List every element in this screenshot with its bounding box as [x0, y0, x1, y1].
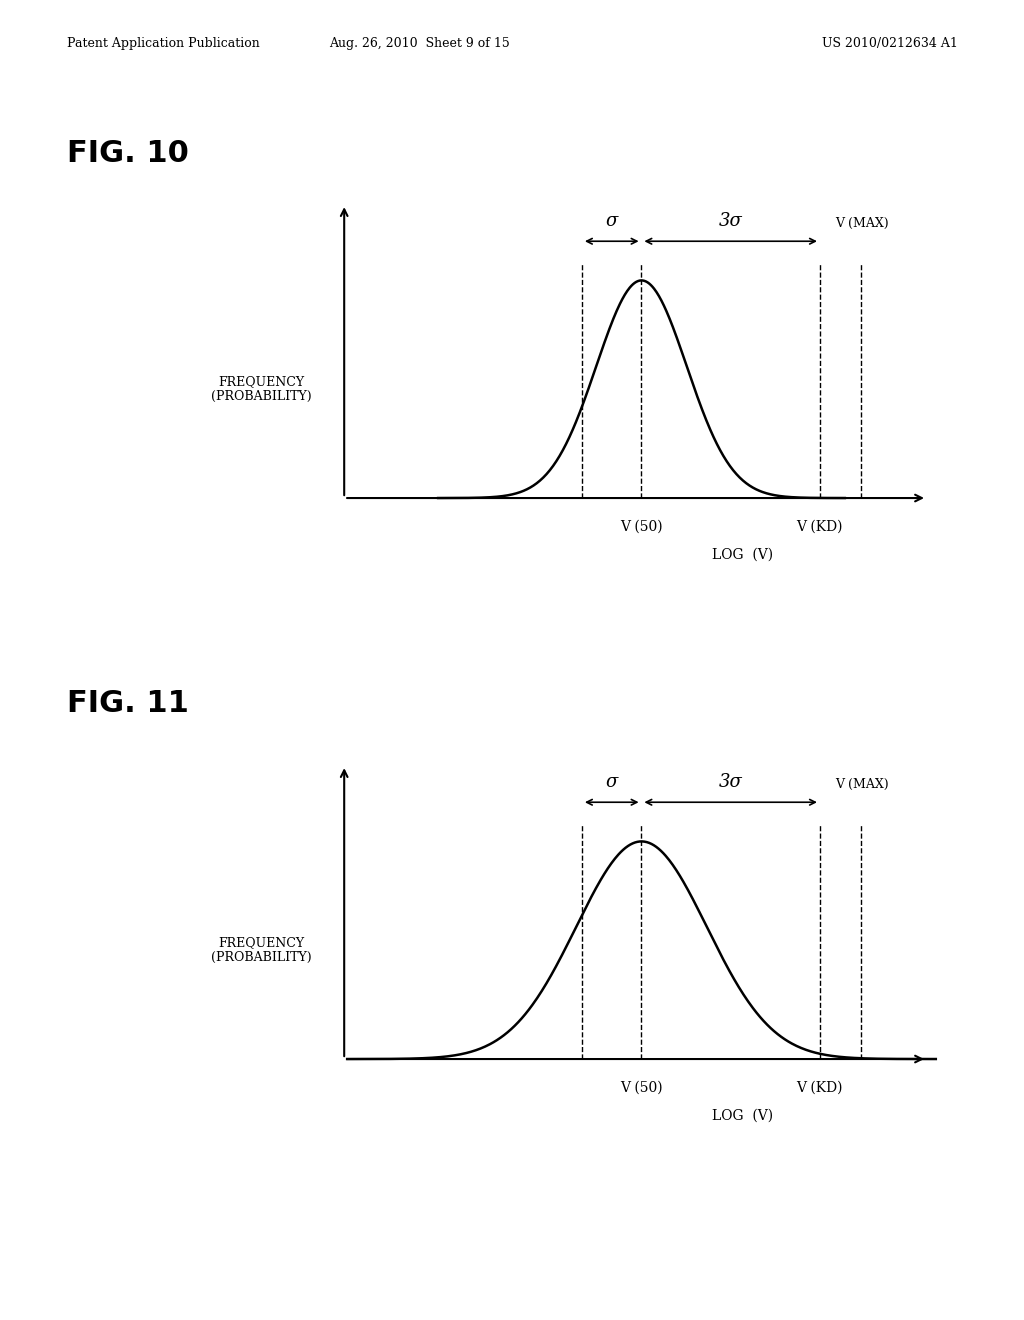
- Text: FREQUENCY
(PROBABILITY): FREQUENCY (PROBABILITY): [211, 936, 311, 964]
- Text: 3σ: 3σ: [719, 213, 742, 231]
- Text: σ: σ: [605, 213, 617, 231]
- Text: V (KD): V (KD): [797, 520, 843, 533]
- Text: FIG. 10: FIG. 10: [67, 139, 188, 168]
- Text: σ: σ: [605, 774, 617, 792]
- Text: FIG. 11: FIG. 11: [67, 689, 188, 718]
- Text: 3σ: 3σ: [719, 774, 742, 792]
- Text: V (MAX): V (MAX): [835, 218, 888, 231]
- Text: V (50): V (50): [621, 1081, 663, 1094]
- Text: V (MAX): V (MAX): [835, 779, 888, 792]
- Text: FREQUENCY
(PROBABILITY): FREQUENCY (PROBABILITY): [211, 375, 311, 403]
- Text: V (KD): V (KD): [797, 1081, 843, 1094]
- Text: LOG  (V): LOG (V): [712, 548, 773, 562]
- Text: LOG  (V): LOG (V): [712, 1109, 773, 1123]
- Text: US 2010/0212634 A1: US 2010/0212634 A1: [821, 37, 957, 50]
- Text: V (50): V (50): [621, 520, 663, 533]
- Text: Aug. 26, 2010  Sheet 9 of 15: Aug. 26, 2010 Sheet 9 of 15: [330, 37, 510, 50]
- Text: Patent Application Publication: Patent Application Publication: [67, 37, 259, 50]
